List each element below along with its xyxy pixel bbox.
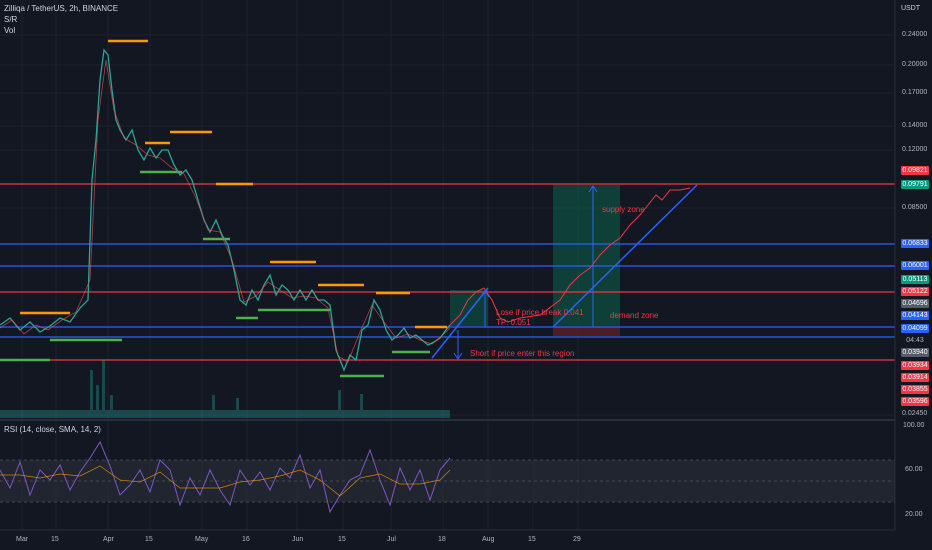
supply-zone-box[interactable] xyxy=(553,185,620,325)
time-tick: May xyxy=(195,536,209,543)
demand-zone-box[interactable] xyxy=(553,325,620,336)
countdown-tag: 04:43 xyxy=(901,336,929,345)
time-tick: Aug xyxy=(482,536,495,543)
rsi-line[interactable] xyxy=(0,440,451,514)
time-tick: 15 xyxy=(338,536,346,543)
price-candles-red xyxy=(0,59,451,363)
price-tag[interactable]: 0.03934 xyxy=(901,361,929,370)
symbol-title[interactable]: Zilliqa / TetherUS, 2h, BINANCE xyxy=(4,4,119,13)
demand-zone-label[interactable]: demand zone xyxy=(610,311,659,320)
price-tick: 0.14000 xyxy=(902,122,928,129)
price-tag[interactable]: 0.04099 xyxy=(901,324,929,333)
time-tick: 15 xyxy=(51,536,59,543)
currency-label: USDT xyxy=(900,5,920,12)
price-tag[interactable]: 0.06833 xyxy=(901,239,929,248)
trendline-1[interactable] xyxy=(431,287,489,359)
price-tag[interactable]: 0.03914 xyxy=(901,373,929,382)
price-tag[interactable]: 0.05113 xyxy=(901,275,929,284)
time-tick: 15 xyxy=(145,536,153,543)
time-tick: Jun xyxy=(292,536,304,543)
rsi-sma xyxy=(0,465,451,497)
sr-indicator-label[interactable]: S/R xyxy=(4,15,18,24)
arrows xyxy=(453,185,598,360)
lose-if-label[interactable]: Lose if price break 0.041 xyxy=(496,308,584,317)
volume-bars xyxy=(0,360,450,418)
rsi-tick: 100.00 xyxy=(903,422,925,429)
price-tick: 0.20000 xyxy=(902,61,928,68)
time-tick: Mar xyxy=(16,536,29,543)
price-tag[interactable]: 0.04143 xyxy=(901,311,929,320)
time-tick: 29 xyxy=(573,536,581,543)
rsi-tick: 20.00 xyxy=(905,511,923,518)
time-tick: 18 xyxy=(438,536,446,543)
time-tick: Apr xyxy=(103,536,114,543)
price-tag[interactable]: 0.03596 xyxy=(901,397,929,406)
price-tag[interactable]: 0.05122 xyxy=(901,287,929,296)
supply-zone-label[interactable]: supply zone xyxy=(602,205,645,214)
price-tick: 0.12000 xyxy=(902,146,928,153)
time-tick: 16 xyxy=(242,536,250,543)
volume-indicator-label[interactable]: Vol xyxy=(4,26,16,35)
price-tag[interactable]: 0.03940 xyxy=(901,348,929,357)
price-tick: 0.17000 xyxy=(902,89,928,96)
price-tick: 0.02450 xyxy=(902,410,928,417)
sr-markers xyxy=(0,39,447,378)
price-tick: 0.24000 xyxy=(902,31,928,38)
rsi-indicator-label[interactable]: RSI (14, close, SMA, 14, 2) xyxy=(4,425,101,434)
rsi-tick: 60.00 xyxy=(905,466,923,473)
price-tag[interactable]: 0.06001 xyxy=(901,261,929,270)
price-tick: 0.08500 xyxy=(902,204,928,211)
time-tick: Jul xyxy=(387,536,396,543)
price-tag[interactable]: 0.04696 xyxy=(901,299,929,308)
trendline-2[interactable] xyxy=(552,184,698,328)
price-tag[interactable]: 0.09791 xyxy=(901,180,929,189)
time-scale[interactable] xyxy=(0,530,932,550)
price-tag[interactable]: 0.03855 xyxy=(901,385,929,394)
take-profit-label[interactable]: TP: 0.051 xyxy=(496,318,531,327)
price-candles[interactable] xyxy=(0,48,451,372)
short-if-label[interactable]: Short if price enter this region xyxy=(470,349,575,358)
time-tick: 15 xyxy=(528,536,536,543)
price-tag[interactable]: 0.09821 xyxy=(901,166,929,175)
projection-path[interactable] xyxy=(449,187,691,326)
grid xyxy=(0,0,895,530)
